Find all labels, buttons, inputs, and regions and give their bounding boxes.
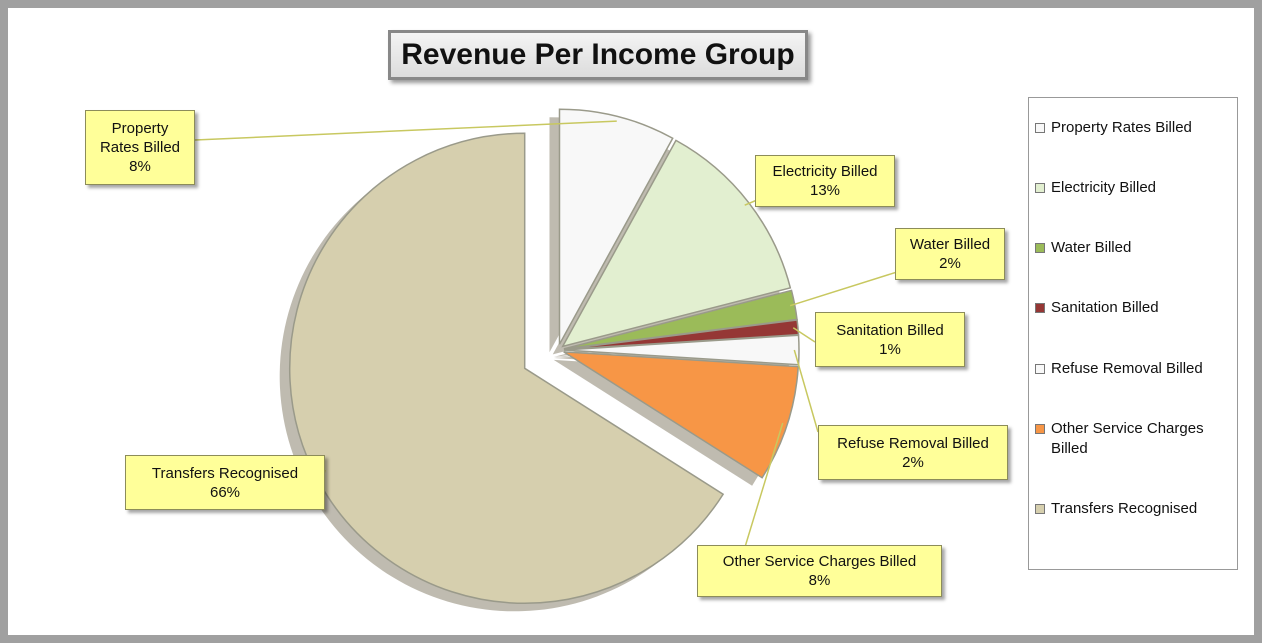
slice xyxy=(563,351,800,479)
legend-entry: Electricity Billed xyxy=(1035,178,1231,198)
leader-line xyxy=(744,422,784,548)
legend-swatch xyxy=(1035,123,1045,134)
data-label-name: Property Rates Billed xyxy=(99,120,181,156)
data-label: Property Rates Billed 8% xyxy=(85,110,195,185)
data-label-name: Refuse Removal Billed xyxy=(837,434,989,452)
chart-title: Revenue Per Income Group xyxy=(388,30,808,80)
legend-entry: Sanitation Billed xyxy=(1035,298,1231,318)
legend-label: Other Service Charges Billed xyxy=(1051,419,1204,457)
legend-label: Property Rates Billed xyxy=(1051,119,1192,137)
data-label: Refuse Removal Billed 2% xyxy=(818,425,1008,480)
data-label: Other Service Charges Billed 8% xyxy=(697,545,942,597)
data-label-value: 66% xyxy=(209,483,241,501)
legend: Property Rates Billed Electricity Billed W… xyxy=(1028,97,1238,570)
legend-label: Refuse Removal Billed xyxy=(1051,359,1203,377)
leader-line xyxy=(789,271,898,307)
data-label-value: 8% xyxy=(808,572,831,589)
legend-swatch xyxy=(1035,183,1045,194)
pie xyxy=(194,108,898,612)
data-label-name: Transfers Recognised xyxy=(151,464,299,482)
data-label: Electricity Billed 13% xyxy=(755,155,895,207)
legend-entry: Property Rates Billed xyxy=(1035,118,1231,138)
legend-entry: Refuse Removal Billed xyxy=(1035,359,1231,379)
legend-entry: Water Billed xyxy=(1035,238,1231,258)
leader-line xyxy=(792,327,816,343)
data-label: Water Billed 2% xyxy=(895,228,1005,280)
leader-line xyxy=(744,199,758,206)
data-label-value: 2% xyxy=(939,255,961,272)
legend-swatch xyxy=(1035,243,1045,254)
data-label-value: 8% xyxy=(129,158,151,175)
legend-entry: Transfers Recognised xyxy=(1035,499,1231,519)
legend-label: Water Billed xyxy=(1051,239,1132,257)
data-label-value: 1% xyxy=(879,340,901,358)
data-label-name: Other Service Charges Billed xyxy=(722,553,917,570)
data-label-name: Sanitation Billed xyxy=(836,321,944,339)
slice xyxy=(558,108,674,345)
legend-swatch xyxy=(1035,503,1045,514)
data-label-name: Water Billed xyxy=(909,236,991,253)
data-label: Transfers Recognised 66% xyxy=(125,455,325,510)
data-label-value: 13% xyxy=(809,182,841,199)
legend-label: Transfers Recognised xyxy=(1051,499,1198,517)
legend-label: Sanitation Billed xyxy=(1051,299,1159,317)
data-label-value: 2% xyxy=(902,453,924,471)
legend-swatch xyxy=(1035,363,1045,374)
legend-label: Electricity Billed xyxy=(1051,179,1157,197)
leader-line xyxy=(194,120,617,141)
slice xyxy=(561,139,792,348)
legend-entry: Other Service Charges Billed xyxy=(1035,419,1231,459)
legend-swatch xyxy=(1035,303,1045,314)
data-label-name: Electricity Billed xyxy=(772,163,878,180)
leader-line xyxy=(793,349,819,433)
legend-swatch xyxy=(1035,423,1045,434)
data-label: Sanitation Billed 1% xyxy=(815,312,965,367)
